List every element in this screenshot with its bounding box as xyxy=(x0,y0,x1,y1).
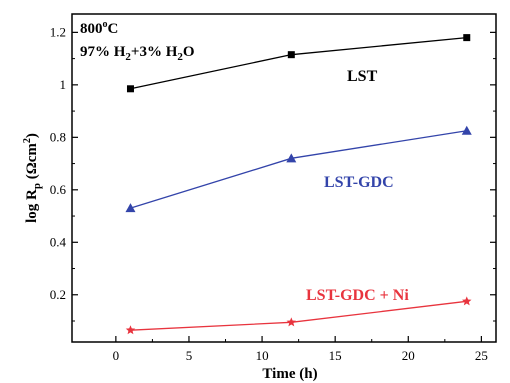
x-tick-label: 5 xyxy=(186,348,193,363)
series-line xyxy=(130,130,467,209)
y-tick-label: 0.4 xyxy=(50,234,67,249)
y-tick-label: 0.6 xyxy=(50,182,67,197)
data-point xyxy=(286,317,297,327)
data-point xyxy=(463,34,471,42)
data-point xyxy=(462,296,472,306)
data-point xyxy=(286,153,297,163)
series-label-lst: LST xyxy=(347,68,378,85)
data-point xyxy=(125,203,136,213)
series-layer xyxy=(125,34,472,335)
x-tick-label: 20 xyxy=(402,348,415,363)
series-label-lst-gdc-ni: LST-GDC + Ni xyxy=(306,287,409,304)
plot-frame xyxy=(71,13,497,343)
data-point xyxy=(126,85,134,93)
y-axis-title: log Rp (Ωcm2) xyxy=(22,133,43,223)
right-axis-ticks xyxy=(490,31,496,322)
y-tick-label: 1 xyxy=(60,77,67,92)
data-point xyxy=(125,325,136,335)
series-label-lst-gdc: LST-GDC xyxy=(324,174,394,191)
y-tick-label: 0.8 xyxy=(50,129,66,144)
y-tick-label: 1.2 xyxy=(50,24,66,39)
series-line xyxy=(130,300,467,331)
gas-annotation: 97% H2+3% H2O xyxy=(80,44,195,63)
x-tick-label: 10 xyxy=(256,348,269,363)
series-line xyxy=(130,36,467,90)
temperature-annotation: 800oC xyxy=(80,19,118,37)
y-axis: 0.2 0.4 0.6 0.8 1 1.2 xyxy=(50,24,78,322)
x-axis-title: Time (h) xyxy=(262,366,317,382)
x-axis: 0 5 10 15 20 25 xyxy=(113,336,488,363)
y-tick-label: 0.2 xyxy=(50,287,66,302)
data-point xyxy=(287,51,295,59)
x-tick-label: 15 xyxy=(329,348,342,363)
x-tick-label: 25 xyxy=(475,348,488,363)
x-tick-label: 0 xyxy=(113,348,120,363)
data-point xyxy=(461,125,472,135)
